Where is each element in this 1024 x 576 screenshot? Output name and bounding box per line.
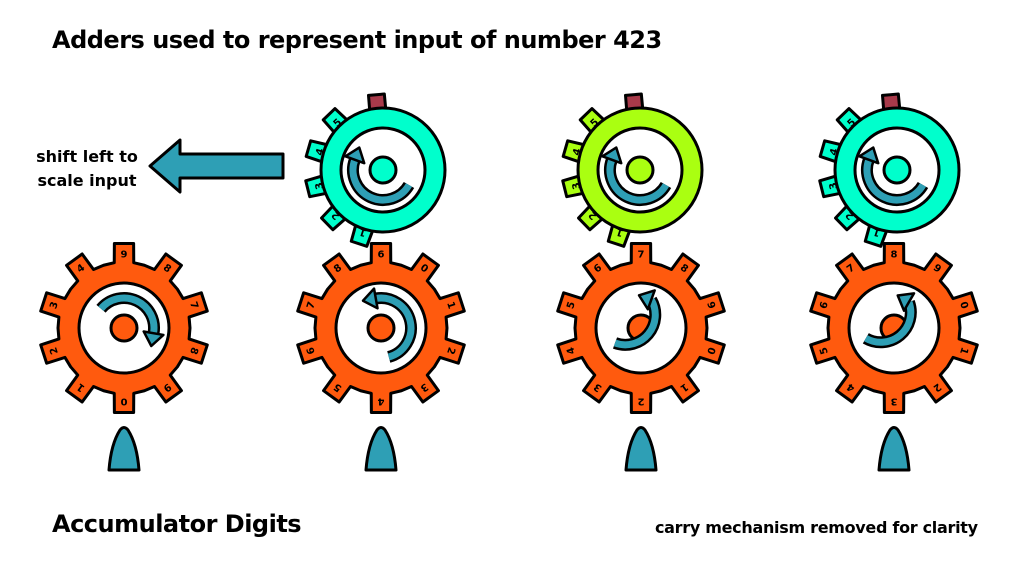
tooth-label: 0 <box>704 346 717 356</box>
tooth-label: 1 <box>615 226 625 239</box>
tooth-label: 3 <box>828 181 840 190</box>
tooth-label: 2 <box>48 346 61 356</box>
digit-pointer-icon <box>624 426 658 472</box>
tooth-label: 1 <box>957 346 970 356</box>
tooth-label: 3 <box>571 181 583 190</box>
digit-pointer-icon <box>364 426 398 472</box>
tooth-label: 4 <box>571 147 584 157</box>
tooth-label: 4 <box>565 346 578 356</box>
tooth-label: 2 <box>444 346 457 356</box>
tooth-label: 6 <box>818 300 831 310</box>
shift-left-arrow-icon <box>148 138 285 194</box>
tooth-label: 9 <box>121 250 128 261</box>
diagram-title: Adders used to represent input of number… <box>52 26 662 54</box>
carry-mechanism-note: carry mechanism removed for clarity <box>655 518 978 537</box>
tooth-label: 1 <box>358 226 368 239</box>
tooth-label: 4 <box>314 147 327 157</box>
shift-label-line-2: scale input <box>37 171 137 190</box>
tooth-label: 7 <box>305 300 318 310</box>
tooth-label: 4 <box>377 396 384 407</box>
tooth-label: 0 <box>120 396 127 407</box>
tooth-label: 4 <box>828 147 841 157</box>
tooth-label: 8 <box>187 346 200 356</box>
digit-pointer-icon <box>877 426 911 472</box>
tooth-label: 0 <box>957 300 970 310</box>
tooth-label: 3 <box>48 300 61 310</box>
tooth-label: 6 <box>378 250 385 261</box>
tooth-label: 5 <box>565 300 578 310</box>
tooth-label: 9 <box>704 300 717 310</box>
tooth-label: 1 <box>444 300 457 310</box>
tooth-label: 5 <box>818 346 831 356</box>
tooth-label: 1 <box>872 226 882 239</box>
digit-pointer-icon <box>107 426 141 472</box>
accumulator-digits-label: Accumulator Digits <box>52 510 302 538</box>
shift-label-line-1: shift left to <box>36 147 138 166</box>
tooth-label: 7 <box>638 250 645 261</box>
tooth-label: 3 <box>314 181 326 190</box>
shift-left-label: shift left to scale input <box>22 145 152 193</box>
tooth-label: 7 <box>187 300 200 310</box>
tooth-label: 8 <box>891 250 898 261</box>
tooth-label: 6 <box>305 346 318 356</box>
tooth-label: 3 <box>890 396 897 407</box>
tooth-label: 2 <box>637 396 644 407</box>
